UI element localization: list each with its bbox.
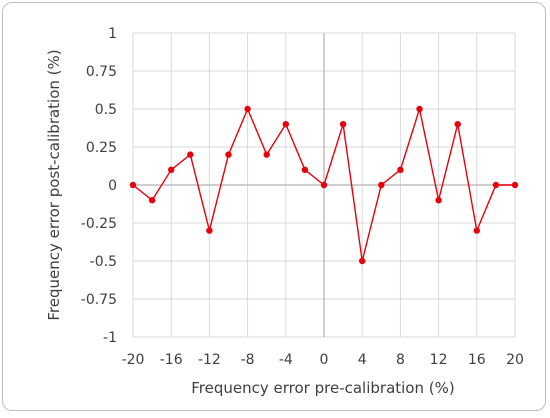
- y-tick-label: 0.25: [86, 140, 117, 156]
- x-tick-label: 20: [506, 352, 524, 368]
- data-point: [263, 151, 270, 158]
- line-chart: -1 -0.75 -0.5 -0.25 0 0.25 0.5 0.75 1 -20 -16 -12 -8…: [45, 26, 524, 397]
- x-tick-label: 12: [430, 352, 448, 368]
- data-point: [206, 227, 213, 234]
- data-point: [511, 181, 519, 189]
- data-point: [473, 227, 480, 234]
- y-tick-label: 0.5: [95, 102, 117, 118]
- data-point: [454, 121, 461, 128]
- data-point: [435, 197, 442, 204]
- x-tick-label: 16: [468, 352, 486, 368]
- data-point: [225, 151, 232, 158]
- data-point: [168, 166, 175, 173]
- y-axis-title: Frequency error post-calibration (%): [45, 49, 63, 320]
- data-point: [397, 166, 404, 173]
- y-tick-label: -0.75: [81, 292, 117, 308]
- y-tick-label: 0.75: [86, 64, 117, 80]
- chart-frame: -1 -0.75 -0.5 -0.25 0 0.25 0.5 0.75 1 -20 -16 -12 -8…: [2, 2, 546, 411]
- data-point: [320, 181, 328, 189]
- data-point: [339, 121, 347, 128]
- y-tick-label: -1: [103, 330, 117, 346]
- y-tick-label: -0.5: [90, 254, 117, 270]
- data-point: [359, 257, 366, 265]
- y-tick-label: 0: [108, 178, 117, 194]
- y-tick-label: 1: [108, 26, 117, 42]
- x-tick-label: 8: [396, 352, 405, 368]
- data-point: [129, 181, 137, 189]
- data-point: [301, 166, 309, 173]
- x-tick-label: 0: [320, 352, 329, 368]
- data-point: [492, 181, 500, 189]
- x-tick-label: -8: [241, 352, 255, 368]
- x-tick-label: -16: [160, 352, 183, 368]
- data-point: [187, 151, 194, 158]
- x-axis-title: Frequency error pre-calibration (%): [191, 379, 454, 397]
- series-layer: [129, 105, 519, 265]
- data-point: [378, 181, 385, 189]
- x-tick-label: -20: [122, 352, 145, 368]
- x-tick-label: -4: [279, 352, 293, 368]
- data-point: [282, 121, 289, 128]
- data-point: [244, 105, 251, 113]
- x-tick-label: -12: [198, 352, 221, 368]
- data-point: [416, 105, 423, 113]
- y-tick-label: -0.25: [81, 216, 117, 232]
- x-tick-label: 4: [358, 352, 367, 368]
- data-point: [148, 197, 156, 204]
- tick-labels: -1 -0.75 -0.5 -0.25 0 0.25 0.5 0.75 1 -20 -16 -12 -8…: [81, 26, 524, 368]
